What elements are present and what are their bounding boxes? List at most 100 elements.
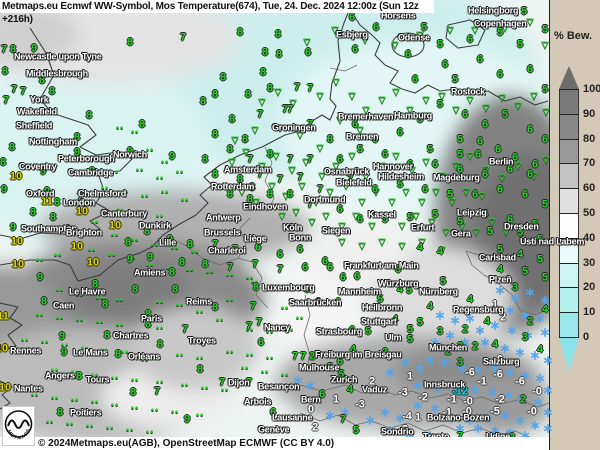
- snow-symbol: ∗: [494, 282, 506, 298]
- temperature-value: 8: [144, 318, 152, 331]
- temperature-value: 0: [307, 403, 315, 416]
- shower-symbol: ▽: [402, 186, 410, 197]
- snow-symbol: ∗: [489, 317, 501, 333]
- shower-symbol: ▽: [298, 180, 306, 191]
- city-label: München: [429, 342, 468, 353]
- temperature-value: 9: [166, 233, 174, 246]
- temperature-value: 5: [439, 275, 447, 288]
- shower-symbol: ▽: [258, 160, 266, 171]
- rain-symbol: ••: [160, 186, 170, 197]
- shower-symbol: ▽: [252, 196, 260, 207]
- temperature-value: 5: [416, 113, 424, 126]
- temperature-value: 8: [143, 225, 151, 238]
- legend-tick-mark: [559, 287, 579, 289]
- temperature-value: 6: [314, 296, 322, 309]
- shower-symbol: ▽: [322, 210, 330, 221]
- temperature-value: -0: [462, 405, 472, 418]
- city-label: Berlin: [489, 156, 514, 167]
- temperature-value: 5: [541, 83, 549, 96]
- shower-symbol: ▽: [392, 86, 400, 97]
- rain-symbol: ••: [120, 186, 130, 197]
- temperature-value: -12: [452, 385, 468, 398]
- city-label: Vaduz: [362, 384, 388, 395]
- city-label: Mannheim: [338, 286, 381, 297]
- temperature-value: 10: [10, 235, 24, 248]
- shower-symbol: ▽: [318, 170, 326, 181]
- temperature-value: 6: [381, 148, 389, 161]
- temperature-value: 7: [76, 191, 84, 204]
- temperature-value: 11: [0, 310, 9, 323]
- city-label: Nancy: [264, 322, 291, 333]
- legend-tick-mark: [559, 262, 579, 264]
- city-label: Bremerhaven: [338, 111, 394, 122]
- temperature-value: 2: [368, 375, 376, 388]
- shower-symbol: ▽: [356, 124, 364, 135]
- temperature-value: 10: [70, 240, 84, 253]
- temperature-value: 6: [541, 133, 549, 146]
- temperature-value: 6: [531, 158, 539, 171]
- temperature-value: 7: [306, 198, 314, 211]
- shower-symbol: ▽: [458, 220, 466, 231]
- snow-symbol: ∗: [474, 322, 486, 338]
- shower-symbol: ▽: [448, 196, 456, 207]
- temperature-value: 5: [396, 178, 404, 191]
- temperature-value: 5: [356, 143, 364, 156]
- rain-symbol: ••: [160, 156, 170, 167]
- temperature-value: 8: [196, 363, 204, 376]
- temperature-value: 4: [496, 263, 504, 276]
- shower-symbol: ▽: [331, 24, 339, 35]
- temperature-value: 6: [304, 46, 312, 59]
- temperature-value: -2: [495, 393, 505, 406]
- snow-symbol: ∗: [424, 427, 436, 443]
- snow-symbol: ∗: [472, 362, 484, 378]
- temperature-value: 6: [404, 48, 412, 61]
- shower-symbol: ▽: [332, 76, 340, 87]
- snow-symbol: ∗: [506, 322, 518, 338]
- temperature-value: 4: [349, 343, 357, 356]
- city-label: Paris: [141, 313, 163, 324]
- snow-symbol: ∗: [439, 354, 451, 370]
- rain-symbol: ••: [65, 418, 75, 429]
- temperature-value: 10: [108, 219, 122, 232]
- legend-segment: [559, 163, 579, 189]
- cloud-cover-legend: % Bew. 100 90 80 70 60 50 40 30 20 10 0: [549, 0, 600, 450]
- city-label: Wakefield: [17, 106, 57, 117]
- shower-symbol: ▽: [242, 146, 250, 157]
- temperature-value: 7: [276, 263, 284, 276]
- temperature-value: 6: [371, 133, 379, 146]
- temperature-value: 8: [201, 258, 209, 271]
- temperature-value: 8: [171, 283, 179, 296]
- shower-symbol: ▽: [362, 104, 370, 115]
- temperature-value: 6: [318, 388, 326, 401]
- shower-symbol: ▽: [466, 150, 474, 161]
- city-label: Hannover: [373, 161, 413, 172]
- rain-symbol: ••: [80, 342, 90, 353]
- temperature-value: 6: [476, 53, 484, 66]
- rain-symbol: ••: [195, 306, 205, 317]
- temperature-value: 6: [396, 126, 404, 139]
- temperature-value: 7: [249, 300, 257, 313]
- city-label: Kassel: [368, 209, 396, 220]
- rain-symbol: ••: [265, 326, 275, 337]
- border-dk-de: [329, 64, 358, 72]
- snow-symbol: ∗: [479, 334, 491, 350]
- temperature-value: 5: [364, 325, 372, 338]
- rain-symbol: ••: [110, 399, 120, 410]
- temperature-value: 5: [436, 98, 444, 111]
- rain-symbol: ••: [150, 239, 160, 250]
- shower-symbol: ▽: [368, 220, 376, 231]
- attribution-text: © 2024Metmaps.eu(AGB), OpenStreetMap ECM…: [38, 438, 335, 449]
- legend-segment: [559, 138, 579, 164]
- city-label: Chelmsford: [78, 188, 127, 199]
- temperature-value: -1: [442, 406, 452, 419]
- snow-symbol: ∗: [412, 377, 424, 393]
- snow-symbol: ∗: [412, 397, 424, 413]
- snow-symbol: ∗: [304, 377, 316, 393]
- temperature-value: 7: [231, 243, 239, 256]
- shower-symbol: ▽: [488, 216, 496, 227]
- temperature-value: 9: [58, 330, 66, 343]
- rain-symbol: ••: [200, 382, 210, 393]
- shower-symbol: ▽: [338, 220, 346, 231]
- snow-symbol: ∗: [489, 422, 501, 438]
- shower-symbol: ▽: [472, 226, 480, 237]
